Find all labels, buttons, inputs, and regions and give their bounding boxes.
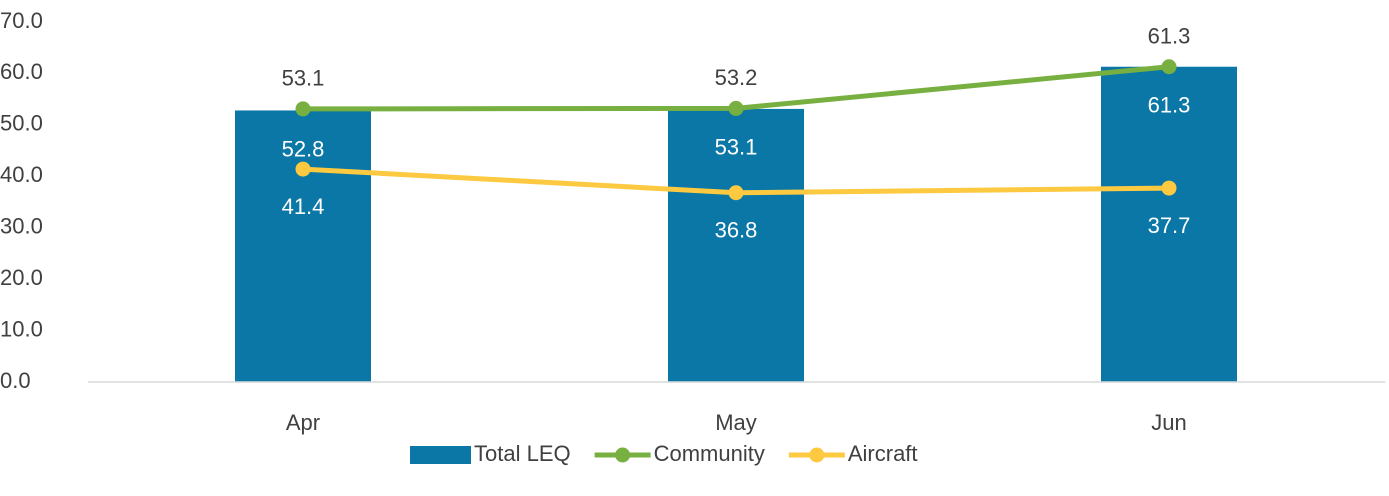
bar xyxy=(1101,66,1237,382)
legend-label: Total LEQ xyxy=(474,441,571,466)
legend-marker xyxy=(615,447,631,463)
data-label: 53.2 xyxy=(715,65,758,90)
marker xyxy=(1161,59,1177,75)
data-label: 53.1 xyxy=(715,135,758,160)
x-tick-label: Apr xyxy=(286,410,320,435)
x-tick-label: May xyxy=(715,410,757,435)
y-tick-label: 40.0 xyxy=(0,162,43,187)
y-tick-label: 20.0 xyxy=(0,265,43,290)
data-label: 37.7 xyxy=(1148,213,1191,238)
data-label: 52.8 xyxy=(282,136,325,161)
y-tick-label: 70.0 xyxy=(0,8,43,33)
data-label: 61.3 xyxy=(1148,24,1191,49)
marker xyxy=(728,185,744,201)
legend-marker xyxy=(809,447,825,463)
y-tick-label: 0.0 xyxy=(0,368,31,393)
legend-label: Community xyxy=(654,441,765,466)
marker xyxy=(1161,180,1177,196)
bar xyxy=(235,110,371,382)
data-label: 36.8 xyxy=(715,218,758,243)
marker xyxy=(295,161,311,177)
bar xyxy=(668,108,804,383)
y-tick-label: 60.0 xyxy=(0,59,43,84)
marker xyxy=(295,101,311,117)
data-label: 53.1 xyxy=(282,66,325,91)
legend-swatch xyxy=(410,446,471,464)
marker xyxy=(728,100,744,116)
x-tick-label: Jun xyxy=(1151,410,1186,435)
y-tick-label: 30.0 xyxy=(0,214,43,239)
data-label: 61.3 xyxy=(1148,93,1191,118)
y-tick-label: 50.0 xyxy=(0,111,43,136)
legend-label: Aircraft xyxy=(848,441,918,466)
y-tick-label: 10.0 xyxy=(0,316,43,341)
data-label: 41.4 xyxy=(282,194,325,219)
